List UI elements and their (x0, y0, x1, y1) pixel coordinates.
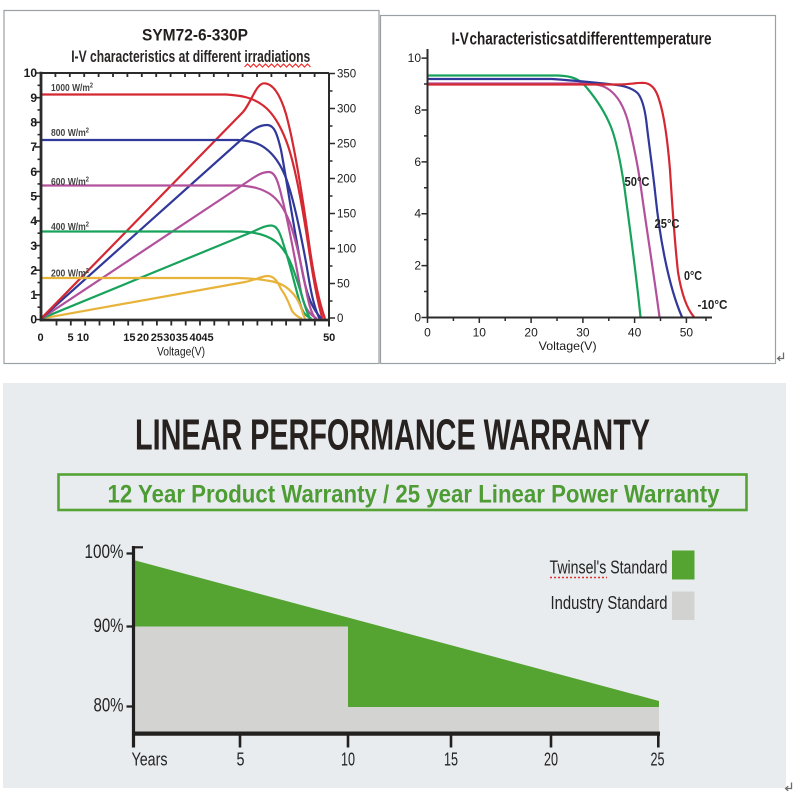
svg-text:7: 7 (30, 140, 37, 154)
svg-text:20: 20 (524, 326, 538, 340)
svg-text:2: 2 (30, 263, 37, 277)
svg-text:8: 8 (30, 116, 37, 130)
svg-text:25: 25 (651, 748, 665, 769)
svg-text:25°C: 25°C (655, 217, 680, 231)
svg-text:0°C: 0°C (684, 269, 702, 283)
svg-text:6: 6 (414, 155, 421, 169)
svg-text:10: 10 (24, 66, 38, 80)
svg-text:20: 20 (137, 332, 149, 344)
svg-text:50: 50 (337, 279, 350, 291)
svg-text:30: 30 (576, 326, 590, 340)
svg-text:600 W/m2: 600 W/m2 (51, 176, 89, 188)
svg-text:15: 15 (123, 332, 135, 344)
svg-text:12 Year Product Warranty / 25: 12 Year Product Warranty / 25 year Linea… (108, 481, 720, 509)
svg-text:10: 10 (77, 332, 89, 344)
svg-text:0: 0 (414, 311, 421, 325)
svg-text:25: 25 (151, 332, 163, 344)
svg-text:10: 10 (408, 51, 422, 65)
svg-text:Voltage(V): Voltage(V) (157, 347, 205, 359)
svg-text:I-V characteristics at differe: I-V characteristics at different irradia… (71, 48, 310, 66)
svg-text:300: 300 (337, 104, 356, 116)
svg-text:Voltage(V): Voltage(V) (539, 339, 597, 353)
svg-text:30: 30 (163, 332, 175, 344)
svg-text:0: 0 (30, 313, 37, 327)
svg-text:4: 4 (414, 207, 421, 221)
svg-text:90%: 90% (94, 616, 124, 637)
svg-text:15: 15 (444, 748, 458, 769)
svg-text:35: 35 (176, 332, 188, 344)
svg-text:1: 1 (30, 288, 37, 302)
svg-text:400 W/m2: 400 W/m2 (51, 221, 89, 233)
svg-text:150: 150 (337, 209, 356, 221)
svg-text:40: 40 (189, 332, 201, 344)
svg-text:1000 W/m2: 1000 W/m2 (51, 82, 93, 94)
svg-text:80%: 80% (94, 696, 124, 717)
svg-text:2: 2 (414, 259, 421, 273)
svg-text:10: 10 (473, 326, 487, 340)
svg-text:40: 40 (628, 326, 642, 340)
svg-text:5: 5 (68, 332, 74, 344)
svg-text:200: 200 (337, 174, 356, 186)
svg-text:200 W/m2: 200 W/m2 (51, 268, 89, 280)
svg-text:Industry Standard: Industry Standard (551, 592, 668, 613)
svg-text:800 W/m2: 800 W/m2 (51, 127, 89, 139)
svg-text:Twinsel's Standard: Twinsel's Standard (550, 557, 668, 578)
svg-text:100: 100 (337, 244, 356, 256)
svg-text:350: 350 (337, 69, 356, 81)
svg-text:4: 4 (30, 214, 37, 228)
svg-text:20: 20 (544, 748, 558, 769)
svg-text:3: 3 (30, 239, 37, 253)
svg-text:Years: Years (132, 748, 168, 769)
svg-text:250: 250 (337, 139, 356, 151)
svg-text:100%: 100% (85, 542, 124, 563)
svg-text:0: 0 (424, 326, 431, 340)
svg-text:50°C: 50°C (625, 175, 650, 189)
svg-text:5: 5 (237, 748, 245, 769)
svg-text:9: 9 (30, 91, 37, 105)
svg-text:6: 6 (30, 165, 37, 179)
svg-text:50: 50 (680, 326, 694, 340)
svg-text:8: 8 (414, 103, 421, 117)
svg-text:-10°C: -10°C (698, 298, 728, 312)
svg-text:50: 50 (323, 332, 335, 344)
svg-text:I-V characteristics at differe: I-V characteristics at different tempera… (452, 28, 712, 48)
svg-text:0: 0 (337, 313, 343, 325)
svg-text:SYM72-6-330P: SYM72-6-330P (142, 26, 248, 45)
svg-text:10: 10 (341, 748, 355, 769)
svg-text:5: 5 (30, 190, 37, 204)
svg-text:LINEAR PERFORMANCE WARRANTY: LINEAR PERFORMANCE WARRANTY (135, 410, 650, 459)
svg-text:45: 45 (201, 332, 213, 344)
svg-text:0: 0 (38, 332, 44, 344)
